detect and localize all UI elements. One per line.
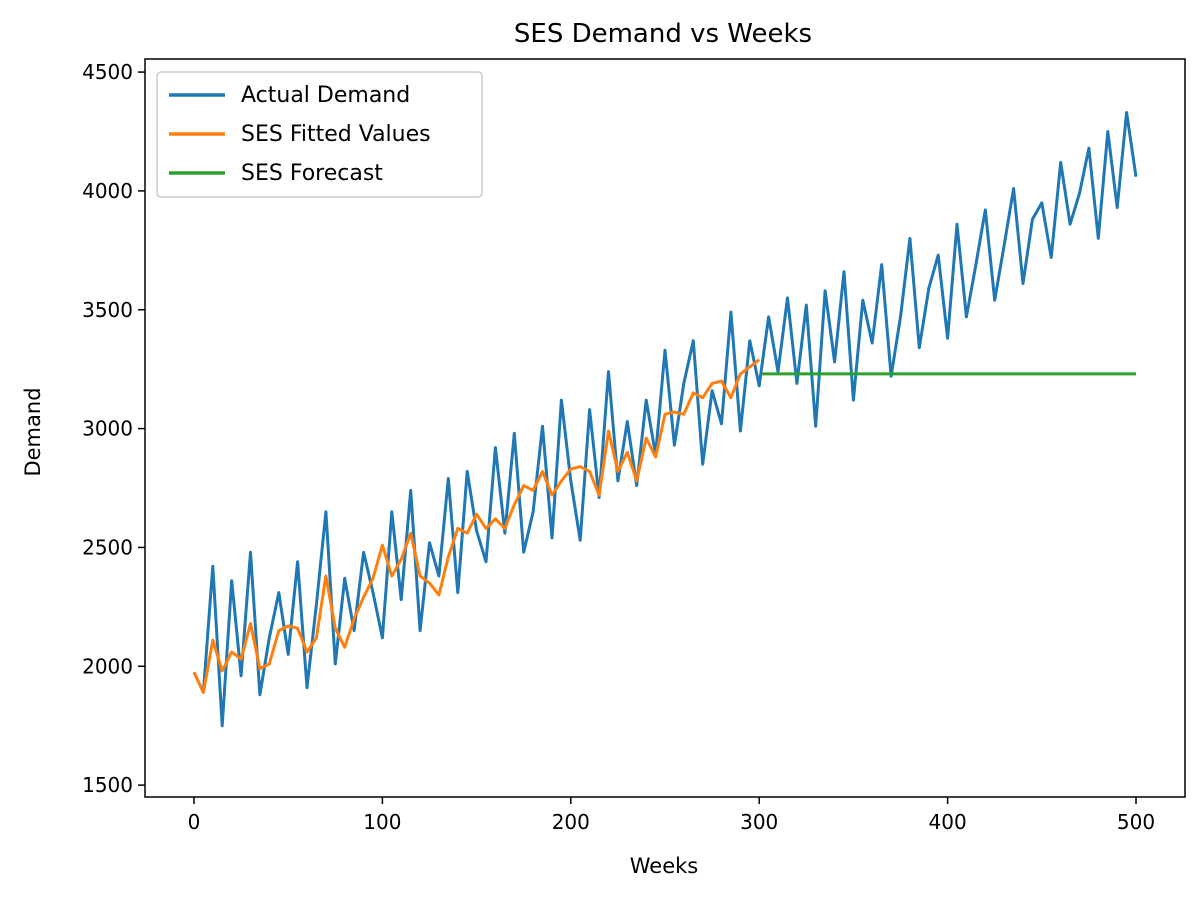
actual-demand-line	[192, 111, 1138, 728]
y-tick-label: 3500	[82, 298, 133, 322]
y-tick-label: 4000	[82, 179, 133, 203]
x-tick-label: 300	[740, 810, 778, 834]
legend-label-actual: Actual Demand	[241, 83, 410, 108]
y-tick-label: 3000	[82, 417, 133, 441]
x-tick-label: 0	[188, 810, 201, 834]
plot-area-frame	[144, 58, 1186, 798]
legend-frame	[156, 71, 483, 198]
x-tick-label: 500	[1117, 810, 1155, 834]
x-axis-label: Weeks	[630, 854, 698, 878]
x-tick-label: 400	[929, 810, 967, 834]
legend: Actual Demand SES Fitted Values SES Fore…	[156, 71, 483, 198]
series-layer	[192, 111, 1138, 728]
ticks-layer: 0 100 200 300 400 500 1500 2000 2500 3000 3500 4000…	[82, 60, 1155, 834]
legend-label-forecast: SES Forecast	[241, 161, 383, 186]
ses-fitted-line	[192, 358, 761, 694]
y-axis-label: Demand	[21, 387, 45, 476]
y-tick-label: 4500	[82, 60, 133, 84]
y-tick-label: 2500	[82, 535, 133, 559]
y-tick-label: 1500	[82, 773, 133, 797]
x-tick-label: 100	[363, 810, 401, 834]
y-tick-label: 2000	[82, 654, 133, 678]
legend-label-fitted: SES Fitted Values	[241, 122, 431, 147]
x-tick-label: 200	[552, 810, 590, 834]
chart-title: SES Demand vs Weeks	[514, 19, 812, 49]
